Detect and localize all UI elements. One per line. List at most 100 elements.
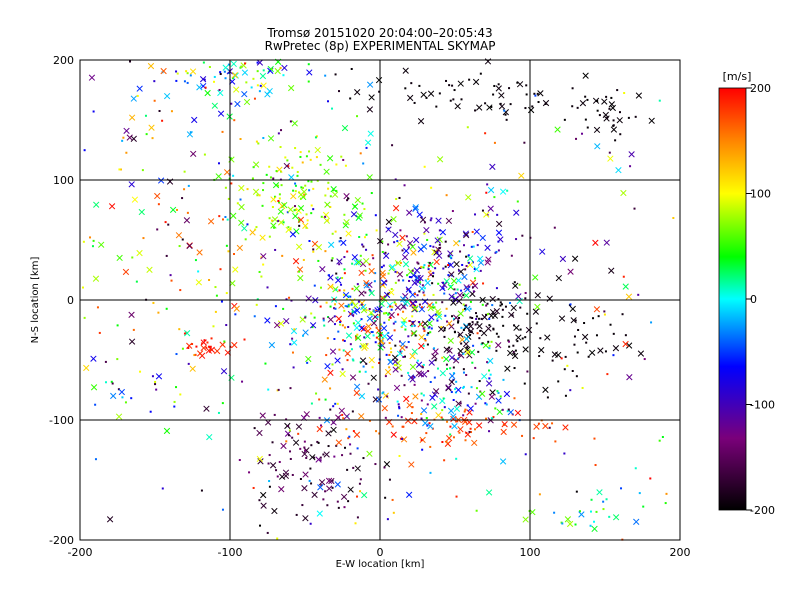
data-point-x	[231, 72, 238, 79]
data-point-dot	[277, 388, 280, 391]
data-point-dot	[454, 388, 457, 391]
data-point-dot	[338, 90, 341, 93]
data-point-dot	[233, 253, 236, 256]
data-point-dot	[314, 136, 317, 139]
data-point-dot	[268, 480, 271, 483]
data-point-dot	[309, 467, 312, 470]
data-point-dot	[449, 99, 452, 102]
data-point-dot	[329, 408, 332, 411]
data-point-dot	[270, 68, 273, 71]
colorbar-tick-label: 100	[750, 188, 771, 201]
data-point-dot	[460, 342, 463, 345]
data-point-dot	[226, 218, 229, 221]
data-point-dot	[119, 168, 122, 171]
data-point-dot	[287, 425, 290, 428]
data-point-x	[593, 306, 601, 313]
data-point-dot	[372, 257, 375, 260]
data-point-x	[453, 240, 460, 247]
data-point-x	[292, 439, 300, 446]
data-point-x	[596, 489, 603, 496]
data-point-dot	[569, 389, 572, 392]
data-point-dot	[604, 350, 607, 353]
data-point-x	[93, 201, 100, 208]
data-point-x	[364, 327, 372, 335]
data-point-x	[571, 255, 579, 262]
data-point-dot	[368, 263, 371, 266]
data-point-dot	[480, 317, 483, 320]
data-point-x	[366, 81, 374, 88]
data-point-dot	[371, 254, 374, 257]
data-point-dot	[393, 301, 396, 304]
data-point-dot	[155, 388, 158, 391]
data-point-x	[628, 151, 635, 158]
data-point-dot	[271, 441, 274, 444]
data-point-dot	[277, 220, 280, 223]
data-point-dot	[324, 215, 327, 218]
data-point-dot	[455, 380, 458, 383]
data-point-x	[400, 436, 408, 443]
data-point-dot	[469, 307, 472, 310]
data-point-dot	[553, 226, 556, 229]
data-point-dot	[513, 281, 516, 284]
data-point-dot	[337, 416, 340, 419]
data-point-x	[336, 258, 343, 265]
data-point-x	[499, 188, 507, 195]
data-point-x	[467, 405, 474, 412]
data-point-dot	[464, 408, 467, 411]
data-point-dot	[394, 344, 397, 347]
data-point-x	[466, 409, 473, 416]
data-point-x	[302, 515, 309, 522]
data-point-dot	[273, 226, 276, 229]
data-point-dot	[110, 380, 113, 383]
data-point-dot	[225, 244, 228, 247]
data-point-dot	[448, 84, 451, 87]
data-point-x	[219, 341, 226, 348]
data-point-dot	[429, 273, 432, 276]
data-point-dot	[178, 245, 181, 248]
data-point-dot	[337, 506, 340, 509]
data-point-dot	[608, 151, 611, 154]
data-point-dot	[401, 437, 404, 440]
data-point-dot	[576, 106, 579, 109]
data-point-x	[277, 208, 284, 215]
data-point-dot	[523, 141, 526, 144]
data-point-x	[457, 426, 464, 433]
data-point-x	[455, 386, 462, 394]
data-point-dot	[310, 444, 313, 447]
data-point-dot	[161, 487, 164, 490]
data-point-x	[206, 433, 213, 441]
data-point-dot	[478, 337, 481, 340]
data-point-x	[391, 354, 399, 361]
data-point-dot	[176, 72, 179, 75]
colorbar-tick-label: -100	[750, 399, 775, 412]
data-point-x	[417, 118, 425, 125]
data-point-dot	[208, 66, 211, 69]
data-point-dot	[622, 275, 625, 278]
data-point-x	[363, 257, 370, 265]
data-point-dot	[484, 102, 487, 105]
data-point-x	[260, 82, 267, 89]
data-point-x	[518, 172, 525, 179]
data-point-x	[439, 370, 447, 377]
data-point-dot	[335, 272, 338, 275]
data-point-x	[439, 397, 446, 405]
data-point-dot	[358, 482, 361, 485]
data-point-x	[354, 196, 361, 204]
data-point-x	[616, 117, 623, 124]
data-point-dot	[488, 369, 491, 372]
data-point-dot	[334, 303, 337, 306]
colorbar-tick-label: 200	[750, 82, 771, 95]
data-point-dot	[151, 137, 154, 140]
data-point-x	[489, 163, 496, 170]
data-point-dot	[331, 486, 334, 489]
data-point-x	[435, 412, 442, 419]
data-point-x	[433, 258, 440, 266]
data-point-dot	[200, 489, 203, 492]
data-point-dot	[587, 355, 590, 358]
data-point-x	[283, 162, 290, 170]
data-point-dot	[446, 320, 449, 323]
data-point-x	[437, 325, 445, 333]
data-point-dot	[411, 315, 414, 318]
data-point-x	[274, 67, 281, 75]
data-point-x	[400, 296, 407, 303]
